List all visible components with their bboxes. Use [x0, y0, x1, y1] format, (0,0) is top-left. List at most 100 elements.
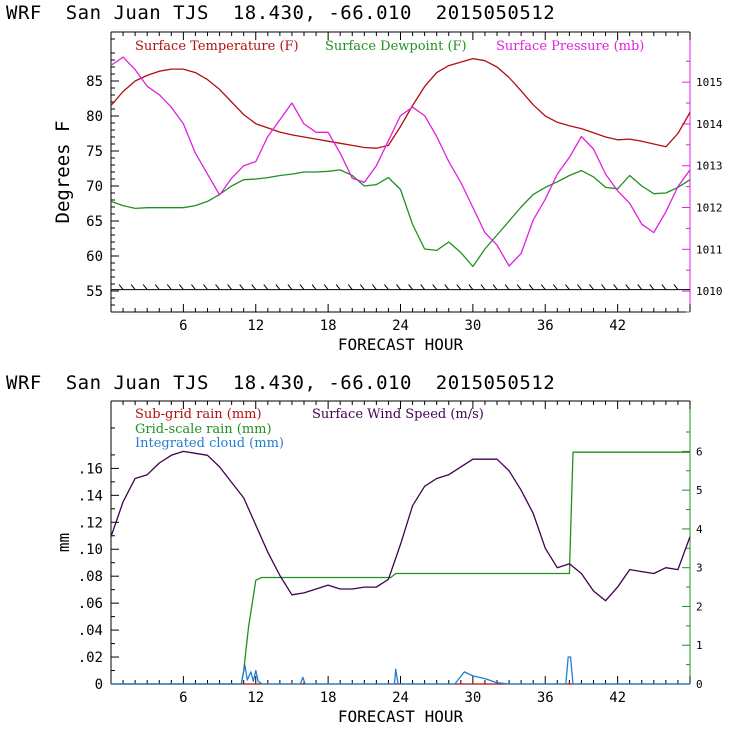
y-tick-label: 65: [86, 214, 103, 230]
y-tick-label: .04: [78, 623, 103, 639]
x-tick-label: 6: [179, 690, 187, 706]
surface-temperature-line: [110, 57, 691, 149]
y-tick-label: 80: [86, 109, 103, 125]
wind-barb: [239, 284, 245, 290]
y-tick-label: .12: [78, 515, 103, 531]
y-tick-label: .16: [78, 461, 103, 477]
y2-tick-label: 6: [696, 445, 703, 458]
x-tick-label: 42: [609, 318, 626, 334]
y-tick-label: 85: [86, 74, 103, 90]
wind-barb: [444, 284, 450, 290]
legend-sub-grid-rain: Sub-grid rain (mm): [135, 407, 262, 422]
bottom-chart-header: WRF San Juan TJS 18.430, -66.010 2015050…: [6, 372, 556, 394]
x-axis-title: FORECAST HOUR: [338, 335, 464, 354]
wind-barb: [251, 284, 257, 290]
y2-tick-label: 1013: [696, 160, 723, 173]
wind-barb: [166, 284, 172, 290]
x-tick-label: 42: [609, 690, 626, 706]
x-tick-label: 18: [320, 690, 337, 706]
legend-surface-temperature: Surface Temperature (F): [135, 39, 299, 54]
legend-grid-scale-rain: Grid-scale rain (mm): [135, 422, 272, 437]
y2-tick-label: 1: [696, 639, 703, 652]
wind-barb: [371, 284, 377, 290]
wind-barb: [516, 284, 522, 290]
wind-barb: [589, 284, 594, 290]
wind-barb: [191, 284, 196, 290]
y-tick-label: .10: [78, 542, 103, 558]
wind-barb: [540, 284, 546, 290]
wind-barb: [311, 284, 317, 290]
wind-barb: [504, 284, 510, 290]
wind-barb: [637, 284, 643, 290]
y-axis-title: mm: [54, 533, 73, 552]
wind-barb: [347, 284, 353, 290]
y-tick-label: .14: [78, 488, 103, 504]
x-axis-title: FORECAST HOUR: [338, 707, 464, 726]
wind-barb: [492, 284, 498, 290]
wind-barb: [456, 284, 462, 290]
grid-scale-rain-line: [111, 451, 690, 685]
wind-barb: [323, 284, 329, 290]
wind-barb: [420, 284, 426, 290]
y2-tick-label: 1011: [696, 243, 723, 256]
temperature-chart: 6 12 18 24 30 36 42 FORECAST HOUR 55 60 65 70 75 80 85…: [52, 31, 723, 354]
y-tick-label: 70: [86, 179, 103, 195]
wind-barb: [408, 284, 413, 290]
y-tick-label: .08: [78, 569, 103, 585]
legend-surface-pressure: Surface Pressure (mb): [496, 39, 644, 54]
wind-barb: [661, 284, 667, 290]
wind-barb: [299, 284, 305, 290]
wind-barb: [577, 284, 582, 290]
wind-barb: [118, 284, 124, 290]
y2-tick-label: 1014: [696, 118, 723, 131]
wind-barb: [384, 284, 389, 290]
legend-surface-wind-speed: Surface Wind Speed (m/s): [312, 407, 484, 422]
y-tick-label: 75: [86, 144, 103, 160]
wind-barb: [396, 284, 401, 290]
y-tick-label: .06: [78, 596, 103, 612]
y2-tick-label: 1012: [696, 202, 723, 215]
y-tick-label: 55: [86, 284, 103, 300]
wind-barb: [359, 284, 365, 290]
wind-barb: [649, 284, 655, 290]
x-tick-label: 30: [464, 318, 481, 334]
wind-barb: [468, 284, 474, 290]
wind-barb: [613, 284, 619, 290]
wind-barb: [215, 284, 220, 290]
wind-barb: [552, 284, 558, 290]
y2-tick-label: 5: [696, 484, 703, 497]
legend-surface-dewpoint: Surface Dewpoint (F): [325, 39, 467, 54]
y2-tick-label: 3: [696, 562, 703, 575]
wind-barb: [275, 284, 281, 290]
wind-barb: [432, 284, 438, 290]
wind-barb: [480, 284, 486, 290]
x-tick-label: 36: [537, 318, 554, 334]
wind-barb: [564, 284, 570, 290]
y2-tick-label: 1015: [696, 76, 723, 89]
x-tick-label: 18: [320, 318, 337, 334]
y2-tick-label: 0: [696, 678, 703, 691]
top-chart-header: WRF San Juan TJS 18.430, -66.010 2015050…: [6, 2, 556, 24]
wind-barb: [263, 284, 269, 290]
y-tick-label: 0: [95, 677, 103, 693]
surface-pressure-line: [110, 56, 691, 267]
x-tick-label: 24: [392, 690, 409, 706]
x-tick-label: 24: [392, 318, 409, 334]
wind-barb: [528, 284, 534, 290]
legend-integrated-cloud: Integrated cloud (mm): [135, 436, 284, 451]
x-tick-label: 6: [179, 318, 187, 334]
wind-barb: [335, 284, 341, 290]
surface-dewpoint-line: [110, 169, 691, 268]
wind-barb: [178, 284, 184, 290]
y-tick-label: 60: [86, 249, 103, 265]
y2-tick-label: 2: [696, 600, 703, 613]
x-tick-label: 12: [247, 690, 264, 706]
wind-barb: [227, 284, 233, 290]
wind-barb: [601, 284, 606, 290]
x-tick-label: 30: [464, 690, 481, 706]
wind-barb: [130, 284, 136, 290]
surface-wind-speed-line: [110, 450, 691, 602]
y-tick-label: .02: [78, 650, 103, 666]
wind-barb: [142, 284, 148, 290]
